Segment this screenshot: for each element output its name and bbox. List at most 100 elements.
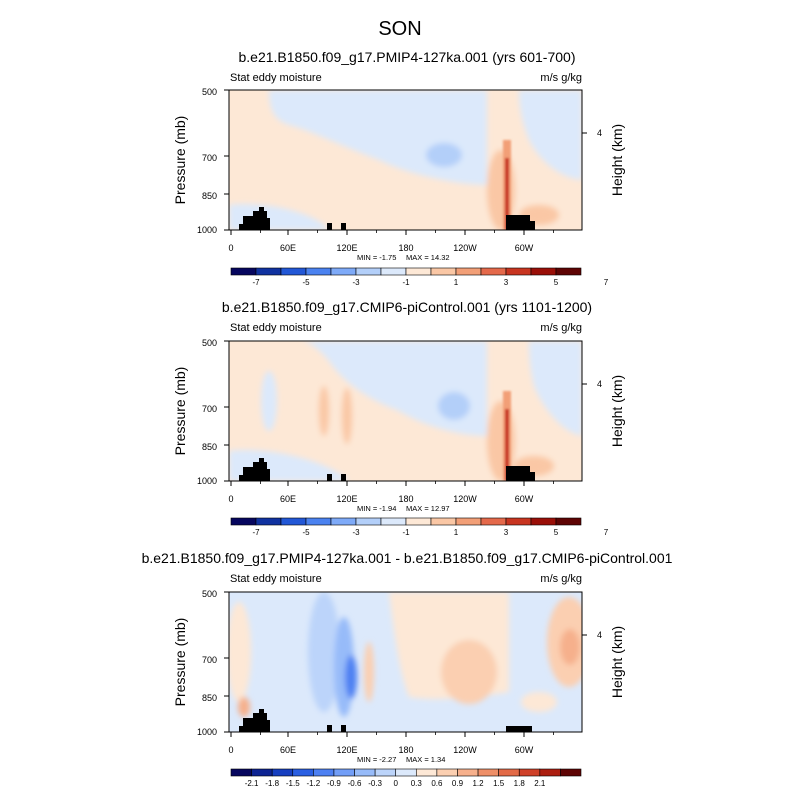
panel-1-min: MIN = -1.75: [357, 253, 396, 262]
colorbar-tick-label: 1.2: [472, 779, 484, 788]
panel-3-ylabel: Pressure (mb): [172, 618, 188, 707]
colorbar-tick-label: -7: [252, 278, 260, 287]
panel-2-blue-strip-a: [261, 371, 277, 431]
colorbar-box: [555, 517, 582, 526]
panel-2-xtick-120w: 120W: [453, 494, 477, 504]
panel-3-xtick-120e: 120E: [336, 745, 357, 755]
colorbar-box: [255, 517, 282, 526]
colorbar-box: [505, 517, 532, 526]
panel-2-colorbar-labels: -7 -5 -3 -1 1 3 5 7: [252, 528, 608, 537]
panel-2-xtick-120e: 120E: [336, 494, 357, 504]
panel-1-right-label: m/s g/kg: [540, 72, 582, 84]
colorbar-box: [560, 768, 582, 777]
panel-3-xtick-60w: 60W: [515, 745, 534, 755]
panel-1-field: [229, 90, 582, 230]
colorbar-box: [374, 768, 397, 777]
colorbar-tick-label: -1: [402, 278, 410, 287]
panel-3-title: b.e21.B1850.f09_g17.PMIP4-127ka.001 - b.…: [142, 550, 673, 566]
colorbar-tick-label: 7: [604, 528, 609, 537]
colorbar-box: [480, 517, 507, 526]
colorbar-box: [455, 267, 482, 276]
panel-2-ytick-right-4: 4: [597, 379, 602, 389]
panel-3-ytick-1000: 1000: [197, 727, 217, 737]
colorbar-tick-label: 7: [604, 278, 609, 287]
panel-3-blue-strip-1: [308, 592, 340, 712]
panel-2-xtick-0: 0: [228, 494, 233, 504]
panel-3-ytick-700: 700: [202, 655, 217, 665]
panel-2-orange-strip-a: [319, 386, 329, 436]
panel-3-colorbar-labels: -2.1 -1.8 -1.5 -1.2 -0.9 -0.6 -0.3 0 0.3 0.6 0.9 1.…: [245, 779, 546, 788]
colorbar-box: [230, 768, 252, 777]
colorbar-box: [355, 267, 382, 276]
colorbar-tick-label: -5: [302, 528, 310, 537]
panel-3-orange-left: [229, 602, 251, 702]
colorbar-box: [292, 768, 314, 777]
colorbar-tick-label: -1.8: [265, 779, 279, 788]
colorbar-tick-label: 0.3: [411, 779, 423, 788]
panel-2-left-label: Stat eddy moisture: [230, 322, 322, 334]
colorbar-box: [518, 768, 541, 777]
panel-2-ticks: [224, 340, 587, 486]
colorbar-box: [330, 267, 357, 276]
colorbar-box: [505, 267, 532, 276]
colorbar-box: [355, 517, 382, 526]
colorbar-box: [405, 517, 432, 526]
panel-2-blue-cell: [438, 392, 470, 420]
panel-1-ytick-500: 500: [202, 87, 217, 97]
colorbar-tick-label: 5: [554, 528, 559, 537]
colorbar-tick-label: 1.5: [493, 779, 505, 788]
colorbar-box: [498, 768, 520, 777]
panel-1-ytick-right-4: 4: [597, 128, 602, 138]
panel-1-ylabel: Pressure (mb): [172, 116, 188, 205]
panel-2-xtick-60e: 60E: [280, 494, 296, 504]
panel-3-orange-lower: [521, 692, 557, 712]
colorbar-tick-label: -0.9: [327, 779, 341, 788]
panel-2-ylabel: Pressure (mb): [172, 367, 188, 456]
colorbar-tick-label: 1.8: [514, 779, 526, 788]
panel-2-ytick-1000: 1000: [197, 476, 217, 486]
colorbar-box: [457, 768, 479, 777]
colorbar-box: [380, 267, 407, 276]
panel-2-max: MAX = 12.97: [406, 504, 450, 513]
colorbar-tick-label: -3: [352, 278, 360, 287]
colorbar-tick-label: 1: [454, 528, 459, 537]
panel-1-ytick-1000: 1000: [197, 225, 217, 235]
panel-1-ytick-850: 850: [202, 191, 217, 201]
panel-2-min: MIN = -1.94: [357, 504, 396, 513]
panel-3-field: [229, 592, 582, 732]
panel-3-ytick-right-4: 4: [597, 630, 602, 640]
colorbar-box: [555, 267, 582, 276]
panel-1-ylabel-right: Height (km): [609, 124, 625, 196]
colorbar-box: [539, 768, 561, 777]
panel-3-right-label: m/s g/kg: [540, 573, 582, 585]
colorbar-tick-label: 0.9: [452, 779, 464, 788]
colorbar-box: [455, 517, 482, 526]
panel-1-land-bump2: [341, 223, 346, 230]
panel-1-blue-region-right: [519, 90, 582, 180]
panel-1-colorbar-labels: -7 -5 -3 -1 1 3 5 7: [252, 278, 608, 287]
panel-2-xtick-180: 180: [398, 494, 413, 504]
panel-1-left-label: Stat eddy moisture: [230, 72, 322, 84]
panel-3-land-bump2: [341, 725, 346, 732]
panel-2-land-bump2: [341, 474, 346, 481]
panel-3-xtick-0: 0: [228, 745, 233, 755]
panel-1-xtick-60w: 60W: [515, 243, 534, 253]
colorbar-box: [313, 768, 335, 777]
panel-3-colorbar: [230, 768, 582, 777]
colorbar-tick-label: -7: [252, 528, 260, 537]
panel-2-land-bump1: [327, 474, 332, 481]
colorbar-tick-label: -0.6: [348, 779, 362, 788]
panel-3-min: MIN = -2.27: [357, 755, 396, 764]
colorbar-tick-label: -3: [352, 528, 360, 537]
panel-1-blue-cell: [426, 143, 462, 167]
panel-3-ytick-500: 500: [202, 589, 217, 599]
panel-2-blue-region-right: [529, 341, 582, 436]
colorbar-box: [271, 768, 294, 777]
panel-3-orange-blob: [441, 640, 497, 704]
colorbar-box: [430, 267, 457, 276]
panel-3-land-tibet: [239, 709, 270, 732]
panel-1-xtick-120w: 120W: [453, 243, 477, 253]
panel-1-xtick-120e: 120E: [336, 243, 357, 253]
panel-1-ytick-700: 700: [202, 153, 217, 163]
